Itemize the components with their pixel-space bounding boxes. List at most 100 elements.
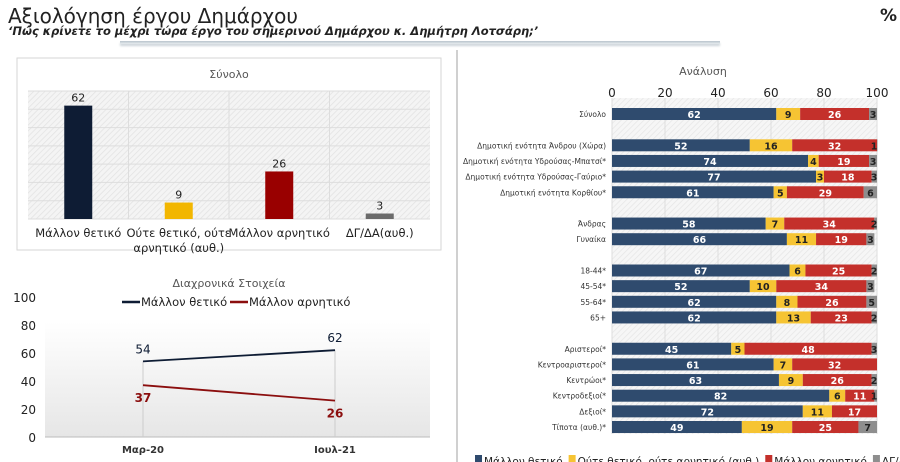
data-label: 62 (71, 92, 85, 105)
segment-label: 2 (871, 313, 878, 324)
segment-label: 67 (694, 267, 707, 278)
segment-label: 6 (834, 392, 841, 403)
bar-segment-0 (612, 405, 803, 418)
row-label: Αριστεροί* (565, 345, 607, 354)
bar-segment-2 (797, 295, 867, 308)
bar-segment-2 (792, 139, 877, 152)
bar-segment-0 (612, 311, 777, 324)
bar-segment-0 (612, 217, 766, 230)
segment-label: 26 (825, 298, 839, 309)
segment-label: 26 (831, 376, 845, 387)
question-subtitle: ‘Πώς κρίνετε το μέχρι τώρα έργο του σημε… (8, 24, 539, 38)
segment-label: 49 (670, 423, 683, 434)
segment-label: 4 (810, 157, 817, 168)
x-tick-label: Ιουλ-21 (314, 445, 356, 456)
plot-area (45, 322, 430, 437)
bar-segment-0 (612, 233, 787, 246)
category-label: αρνητικό (αυθ.) (133, 241, 224, 255)
segment-label: 3 (870, 110, 877, 121)
row-label: 45-54* (580, 282, 606, 291)
bar-segment-2 (845, 389, 875, 402)
legend-swatch (872, 455, 880, 462)
bar-segment-3 (866, 280, 875, 293)
segment-label: 3 (871, 173, 878, 184)
bar-segment-0 (612, 280, 750, 293)
segment-label: 11 (795, 235, 808, 246)
bar-segment-1 (786, 233, 817, 246)
bar-segment-0 (612, 389, 830, 402)
segment-label: 52 (674, 282, 687, 293)
data-label: 54 (135, 342, 150, 356)
legend-label: Ούτε θετικό, ούτε αρνητικό (αυθ.) (578, 456, 760, 462)
bar-2 (265, 171, 294, 219)
segment-label: 63 (689, 376, 702, 387)
bar-segment-0 (612, 170, 817, 183)
panel-divider (456, 50, 458, 462)
segment-label: 7 (864, 423, 871, 434)
bar-segment-2 (792, 358, 877, 371)
segment-label: 62 (688, 110, 701, 121)
data-label: 3 (376, 200, 383, 213)
series-line-1 (142, 384, 336, 402)
segment-label: 1 (871, 392, 878, 403)
bar-segment-0 (612, 139, 750, 152)
y-tick-label: 0 (28, 431, 36, 445)
bar-segment-2 (816, 233, 867, 246)
bar-segment-1 (749, 280, 777, 293)
row-label: Δημοτική ενότητα Κορθίου* (500, 188, 606, 197)
bar-segment-3 (869, 154, 877, 167)
segment-label: 11 (811, 407, 824, 418)
bar-segment-1 (731, 342, 745, 355)
bar-segment-0 (612, 108, 777, 120)
row-label: Δημοτική ενότητα Υδρούσας-Μπατσί* (463, 157, 606, 166)
bar-0 (64, 105, 93, 219)
x-tick-label: 0 (608, 86, 616, 100)
row-label: Δημοτική ενότητα Υδρούσας-Γαύριο* (465, 173, 606, 182)
segment-label: 9 (785, 110, 792, 121)
bar-segment-0 (612, 154, 809, 167)
segment-label: 62 (688, 313, 701, 324)
row-label: Άνδρας (578, 220, 606, 229)
bar-segment-0 (612, 421, 742, 433)
bar-segment-2 (824, 170, 872, 183)
chart-title: Ανάλυση (679, 65, 727, 78)
bar-segment-3 (869, 108, 877, 120)
segment-label: 17 (848, 407, 861, 418)
segment-label: 32 (828, 360, 841, 371)
segment-label: 5 (777, 188, 784, 199)
unit-label: % (880, 6, 898, 26)
x-tick-label: 60 (763, 86, 778, 100)
segment-label: 7 (780, 360, 787, 371)
bar-segment-1 (808, 154, 819, 167)
chart-title: Σύνολο (209, 68, 249, 81)
bar-segment-3 (874, 217, 877, 230)
bar-segment-3 (866, 295, 877, 308)
legend-label: Μάλλον θετικό (484, 456, 563, 462)
segment-label: 34 (823, 220, 837, 231)
bar-segment-2 (744, 342, 872, 355)
segment-label: 8 (784, 298, 791, 309)
trend-line-chart: Διαχρονικά Στοιχεία 0 20 40 60 80 100 Μαρ-20 Ιου… (13, 277, 430, 456)
category-label: Ούτε θετικό, ούτε (126, 226, 231, 240)
bar-segment-2 (818, 154, 870, 167)
bar-segment-3 (871, 170, 877, 183)
segment-label: 66 (693, 235, 707, 246)
segment-label: 61 (686, 360, 699, 371)
bar-segment-0 (612, 186, 774, 199)
segment-label: 25 (819, 423, 832, 434)
bar-segment-3 (866, 233, 875, 246)
data-label: 26 (272, 157, 286, 170)
bar-segment-3 (858, 421, 877, 433)
segment-label: 3 (867, 235, 874, 246)
segment-label: 61 (686, 188, 699, 199)
segment-label: 6 (794, 267, 801, 278)
bar-segment-3 (871, 311, 877, 324)
bar-segment-1 (765, 217, 785, 230)
bar-segment-1 (816, 170, 824, 183)
segment-label: 19 (835, 235, 848, 246)
bar-segment-2 (784, 217, 875, 230)
page-title: Αξιολόγηση έργου Δημάρχου (8, 4, 298, 28)
segment-label: 74 (703, 157, 717, 168)
row-label: Γυναίκα (576, 235, 606, 244)
